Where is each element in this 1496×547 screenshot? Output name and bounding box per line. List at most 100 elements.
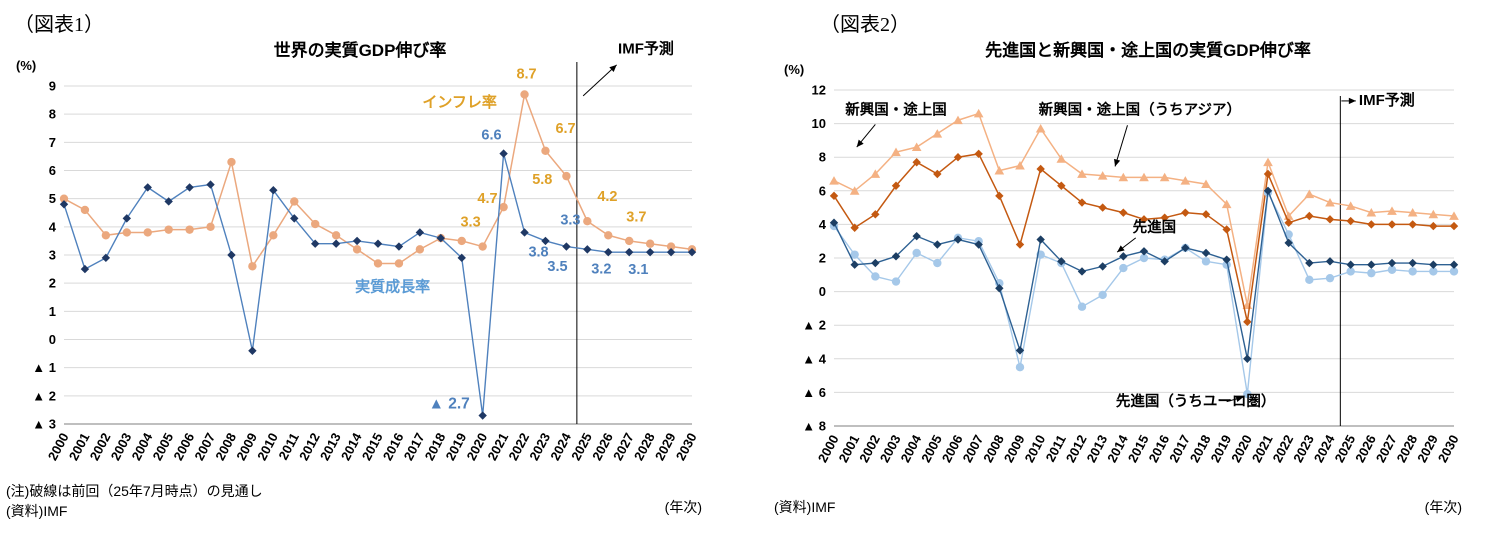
y-gridlines-and-ticks: ▲ 8 ▲ 6 ▲ 4 ▲ 2 0 2 4 6 8 10 12	[802, 83, 1454, 434]
y-tick-label: ▲ 8	[802, 419, 826, 434]
x-tick-label: 2020	[463, 430, 490, 463]
y-tick-label: ▲ 2	[32, 388, 56, 403]
chart-annotation: 4.7	[477, 191, 497, 207]
x-tick-label: 2012	[296, 430, 323, 463]
x-tick-label: 2017	[401, 430, 428, 463]
y-tick-label: ▲ 2	[802, 318, 826, 333]
chart-annotation: 3.3	[460, 215, 480, 231]
x-tick-label: 2015	[359, 430, 386, 463]
y-tick-label: 8	[49, 107, 56, 122]
y-tick-label: ▲ 1	[32, 360, 56, 375]
advanced-economies-line	[829, 186, 1459, 363]
annotation-arrow	[1114, 125, 1128, 167]
y-tick-label: 4	[819, 217, 827, 232]
x-tick-label: 2029	[652, 430, 679, 463]
chart-annotation: IMF予測	[618, 40, 674, 58]
chart-annotation: 8.7	[516, 66, 536, 82]
y-tick-label: 0	[819, 284, 826, 299]
advanced-emerging-gdp-growth-chart: ▲ 8 ▲ 6 ▲ 4 ▲ 2 0 2 4 6 8 10 12 2000200120022003200…	[802, 83, 1462, 465]
chart-annotation: 4.2	[597, 189, 617, 205]
panel-advanced-emerging-gdp: （図表2） 先進国と新興国・途上国の実質GDP伸び率 (%) ▲ 8 ▲ 6 ▲ 4…	[748, 0, 1496, 547]
figure1-label: （図表1）	[14, 14, 104, 36]
y-gridlines-and-ticks: ▲ 3 ▲ 2 ▲ 1 0 1 2 3 4 5 6 7 8 9	[32, 79, 692, 432]
x-tick-label: 2006	[170, 430, 197, 463]
chart-annotation: 5.8	[532, 172, 552, 188]
x-tick-label: 2018	[422, 430, 449, 463]
figure1-x-axis-unit: (年次)	[664, 499, 702, 515]
x-tick-label: 2010	[254, 430, 281, 463]
y-tick-label: 12	[812, 83, 826, 98]
chart-annotation: 6.6	[481, 128, 501, 144]
annotation-arrow	[856, 124, 876, 148]
chart-annotation: インフレ率	[422, 93, 497, 111]
figure1-note-dashed-line: (注)破線は前回（25年7月時点）の見通し	[6, 483, 263, 499]
y-tick-label: 0	[49, 332, 56, 347]
y-tick-label: 9	[49, 79, 56, 94]
x-tick-label: 2021	[484, 430, 511, 463]
chart-annotation: 6.7	[555, 121, 575, 137]
y-tick-label: 10	[812, 116, 826, 131]
emerging-developing-line	[829, 149, 1459, 327]
chart-annotation: 3.2	[591, 261, 611, 277]
chart-annotation: 3.5	[547, 259, 567, 275]
figure1-title: 世界の実質GDP伸び率	[273, 41, 447, 60]
x-tick-label: 2005	[149, 430, 176, 463]
x-tick-label: 2002	[87, 430, 114, 463]
x-tick-label: 2027	[610, 430, 637, 463]
x-tick-labels: 2000200120022003200420052006200720082009…	[815, 432, 1462, 465]
figure2-label: （図表2）	[820, 14, 910, 36]
y-tick-label: ▲ 6	[802, 385, 826, 400]
panel-world-gdp: （図表1） 世界の実質GDP伸び率 (%) ▲ 3 ▲ 2 ▲ 1 0 1 2 3 4 5 6 7 8…	[6, 14, 702, 519]
chart-annotation: 新興国・途上国	[845, 100, 947, 118]
x-tick-label: 2003	[108, 430, 135, 463]
y-tick-label: 3	[49, 248, 56, 263]
figure1-note-source: (資料)IMF	[6, 503, 68, 519]
chart-annotation: 3.8	[528, 244, 548, 260]
figure2-title: 先進国と新興国・途上国の実質GDP伸び率	[985, 41, 1311, 60]
chart-annotation: 3.1	[628, 262, 648, 278]
annotation-arrow	[1116, 237, 1137, 253]
x-tick-label: 2025	[568, 430, 595, 463]
y-tick-label: 8	[819, 150, 826, 165]
figure2-x-axis-unit: (年次)	[1424, 499, 1462, 515]
real-growth-line	[59, 149, 697, 420]
y-tick-label: 6	[819, 183, 826, 198]
chart-annotation: ▲ 2.7	[429, 396, 470, 413]
annotation-arrow	[1341, 97, 1356, 105]
annotation-arrow	[1226, 395, 1244, 403]
figure2-note-source: (資料)IMF	[774, 499, 836, 515]
x-tick-label: 2001	[66, 430, 93, 463]
x-tick-label: 2022	[505, 430, 532, 463]
chart-annotation: 実質成長率	[355, 278, 430, 296]
x-tick-label: 2019	[443, 430, 470, 463]
x-tick-label: 2026	[589, 430, 616, 463]
annotation-arrow	[582, 64, 617, 97]
inflation-rate-line	[59, 90, 697, 271]
chart-annotation: IMF予測	[1359, 91, 1415, 109]
y-tick-label: ▲ 4	[802, 351, 826, 366]
x-tick-label: 2008	[212, 430, 239, 463]
y-tick-label: 2	[819, 251, 826, 266]
x-tick-label: 2030	[1435, 432, 1462, 465]
x-tick-label: 2030	[673, 430, 700, 463]
x-tick-label: 2013	[317, 430, 344, 463]
x-tick-labels: 2000200120022003200420052006200720082009…	[45, 430, 700, 463]
y-tick-label: 4	[49, 219, 57, 234]
x-tick-label: 2009	[233, 430, 260, 463]
x-tick-label: 2010	[1021, 432, 1048, 465]
chart-annotation: 3.3	[560, 213, 580, 229]
chart-annotation: 先進国（うちユーロ圏）	[1116, 392, 1276, 410]
x-tick-label: 2028	[631, 430, 658, 463]
figure2-y-axis-unit: (%)	[784, 62, 805, 77]
euro-area-line	[829, 188, 1459, 399]
x-tick-label: 2016	[380, 430, 407, 463]
x-tick-label: 2000	[45, 430, 72, 463]
chart-annotation: 3.7	[626, 209, 646, 225]
emerging-asia-line	[829, 108, 1459, 309]
x-tick-label: 2007	[191, 430, 218, 463]
world-gdp-growth-chart: ▲ 3 ▲ 2 ▲ 1 0 1 2 3 4 5 6 7 8 9 200020012002200320042…	[32, 40, 700, 463]
chart-annotation: 新興国・途上国（うちアジア）	[1039, 100, 1241, 118]
y-tick-label: 1	[49, 304, 56, 319]
figure1-y-axis-unit: (%)	[16, 58, 37, 73]
